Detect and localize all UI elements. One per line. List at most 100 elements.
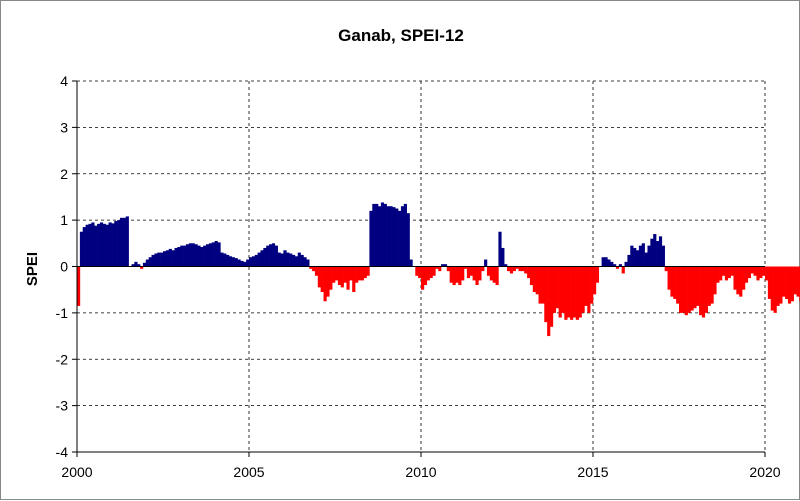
spei-bar	[567, 266, 571, 318]
spei-bar	[458, 266, 462, 286]
spei-bar	[320, 266, 324, 293]
spei-bar	[194, 244, 198, 267]
spei-bar	[610, 261, 614, 267]
y-axis-label: SPEI	[24, 252, 41, 286]
spei-bar	[300, 254, 304, 267]
spei-bar	[658, 236, 663, 267]
spei-bar	[742, 266, 746, 290]
spei-bar	[793, 266, 797, 295]
spei-bar	[91, 222, 95, 267]
spei-bar	[85, 224, 89, 267]
spei-bar	[406, 213, 410, 267]
spei-bar	[438, 266, 442, 272]
spei-bar	[676, 266, 680, 304]
spei-bar	[561, 266, 565, 313]
spei-bar	[461, 266, 465, 281]
spei-bar	[578, 266, 582, 318]
x-tick-label: 2005	[233, 464, 264, 480]
spei-bar	[495, 266, 499, 286]
spei-bar	[699, 266, 703, 316]
spei-bar	[527, 266, 531, 279]
spei-bar	[378, 206, 382, 267]
spei-bar	[656, 240, 660, 267]
y-tick-label: 3	[60, 119, 68, 135]
spei-bar	[386, 206, 390, 267]
spei-bar	[343, 266, 347, 283]
spei-bar	[191, 243, 195, 267]
spei-bar	[97, 223, 101, 267]
spei-bar	[753, 266, 757, 276]
spei-bar	[82, 227, 86, 267]
spei-bar	[102, 223, 106, 267]
spei-bar	[94, 225, 98, 267]
spei-bar	[375, 203, 379, 267]
spei-bar	[684, 266, 688, 316]
spei-bar	[501, 247, 505, 267]
spei-bar	[767, 266, 772, 299]
spei-bar	[507, 266, 511, 272]
spei-bar	[441, 264, 445, 267]
spei-bar	[122, 217, 127, 267]
spei-bar	[593, 266, 597, 295]
spei-bar	[661, 245, 665, 267]
spei-bar	[653, 234, 657, 267]
spei-bar	[498, 231, 502, 267]
spei-bar	[165, 250, 170, 267]
spei-bar	[604, 257, 608, 267]
spei-bar	[154, 253, 158, 267]
spei-bar	[475, 266, 479, 286]
spei-bar	[509, 266, 514, 274]
y-tick-label: 0	[60, 259, 68, 275]
spei-bar	[340, 266, 344, 288]
spei-bar	[432, 266, 436, 276]
spei-bar	[730, 266, 734, 276]
spei-bar	[787, 266, 792, 304]
spei-bar	[134, 261, 138, 267]
spei-bar	[532, 266, 536, 293]
spei-bar	[263, 247, 267, 267]
spei-bar	[217, 242, 221, 267]
spei-bar	[271, 243, 276, 267]
spei-bar	[372, 203, 376, 267]
spei-bar	[297, 252, 301, 267]
spei-bar	[243, 261, 247, 267]
spei-bar	[226, 254, 230, 267]
y-tick-label: -2	[56, 351, 69, 367]
spei-bar	[518, 266, 522, 272]
spei-bar	[615, 266, 620, 269]
spei-bar	[309, 266, 313, 269]
spei-bar	[211, 242, 215, 267]
spei-bar	[280, 253, 284, 267]
spei-bar	[360, 266, 364, 281]
spei-bar	[400, 206, 405, 267]
spei-bar	[237, 259, 241, 267]
spei-bar	[756, 266, 760, 281]
y-tick-label: -1	[56, 305, 69, 321]
spei-bar	[644, 252, 648, 267]
spei-bar	[570, 266, 574, 320]
spei-bar	[636, 250, 640, 267]
spei-bar	[380, 202, 385, 267]
spei-bar	[558, 266, 562, 318]
spei-bar	[260, 250, 264, 267]
spei-bar	[744, 266, 749, 283]
spei-bar	[125, 216, 129, 267]
spei-bar	[739, 266, 743, 297]
spei-bar	[294, 256, 299, 267]
spei-bar	[337, 266, 342, 286]
spei-bar	[449, 266, 453, 283]
spei-bar	[590, 266, 594, 304]
spei-bar	[111, 223, 115, 267]
spei-bar	[627, 254, 631, 267]
spei-bar	[283, 250, 287, 267]
spei-bar	[489, 266, 493, 281]
spei-bar	[633, 247, 637, 267]
spei-bar	[492, 266, 496, 283]
spei-bar	[647, 245, 651, 267]
spei-bar	[168, 248, 172, 267]
spei-bar	[174, 247, 178, 267]
spei-bar	[171, 250, 175, 267]
spei-bar	[185, 244, 190, 267]
spei-bar	[762, 266, 766, 276]
spei-bar	[409, 259, 413, 267]
